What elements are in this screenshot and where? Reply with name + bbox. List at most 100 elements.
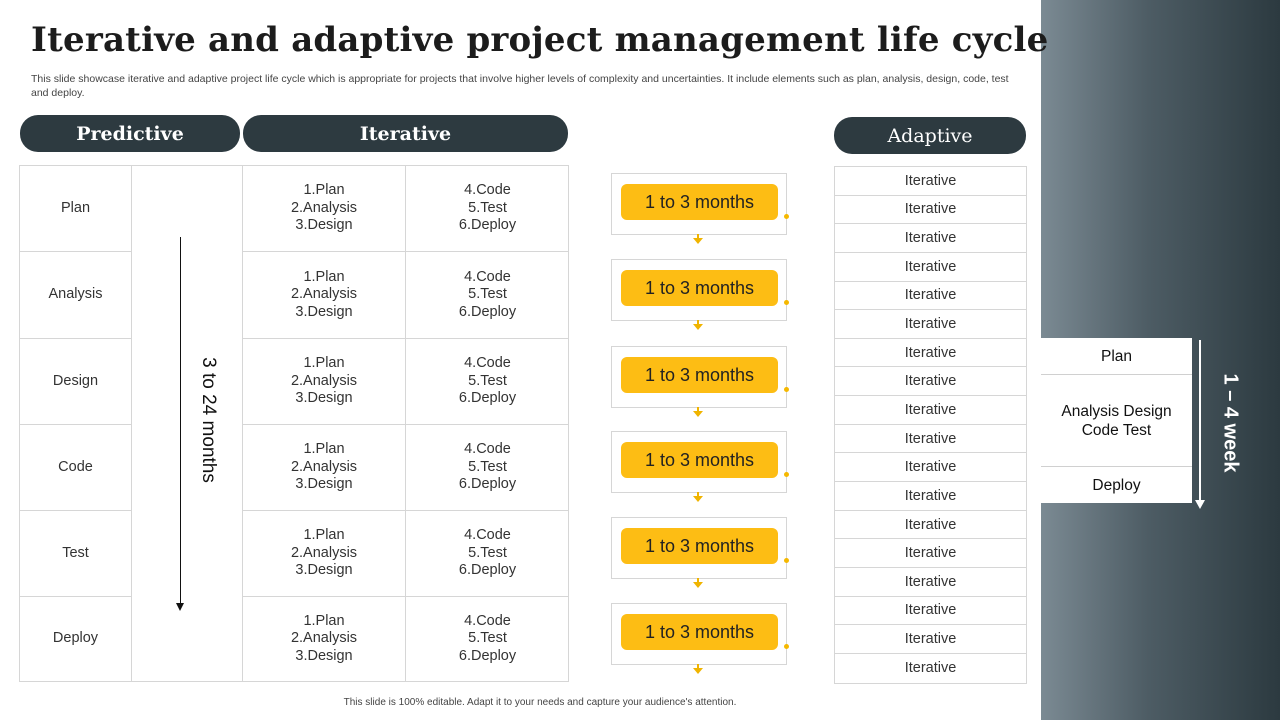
iteration-step: 5.Test bbox=[468, 630, 507, 647]
iteration-steps-a: 1.Plan 2.Analysis 3.Design bbox=[243, 339, 406, 425]
iteration-step: 5.Test bbox=[468, 286, 507, 303]
adaptive-duration-label: 1 – 4 week bbox=[1219, 373, 1242, 473]
phase-cell: Design bbox=[20, 339, 132, 425]
iteration-steps-b: 4.Code 5.Test 6.Deploy bbox=[406, 597, 569, 681]
iteration-steps-a: 1.Plan 2.Analysis 3.Design bbox=[243, 425, 406, 511]
timebox-label: 1 to 3 months bbox=[621, 442, 778, 478]
down-arrow-icon bbox=[692, 664, 704, 676]
down-arrow-icon bbox=[692, 234, 704, 246]
iteration-step: 6.Deploy bbox=[458, 390, 517, 407]
timebox-dot bbox=[784, 300, 789, 305]
iteration-steps-a: 1.Plan 2.Analysis 3.Design bbox=[243, 252, 406, 339]
predictive-iterative-table: Plan 1.Plan 2.Analysis 3.Design 4.Code 5.Test… bbox=[19, 165, 569, 682]
iteration-step: 3.Design bbox=[295, 476, 353, 493]
timebox-dot bbox=[784, 472, 789, 477]
timebox-label: 1 to 3 months bbox=[621, 357, 778, 393]
iteration-step: 4.Code bbox=[464, 182, 511, 199]
iteration-steps-b: 4.Code 5.Test 6.Deploy bbox=[406, 166, 569, 252]
adaptive-iteration-row: Iterative bbox=[835, 367, 1026, 397]
iteration-step: 4.Code bbox=[464, 612, 511, 629]
duration-column bbox=[132, 166, 243, 681]
adaptive-cycle-step: Plan bbox=[1041, 338, 1192, 375]
iteration-steps-a: 1.Plan 2.Analysis 3.Design bbox=[243, 166, 406, 252]
iteration-step: 3.Design bbox=[295, 217, 353, 234]
iteration-step: 2.Analysis bbox=[290, 286, 358, 303]
iteration-step: 1.Plan bbox=[303, 527, 345, 544]
adaptive-iteration-row: Iterative bbox=[835, 539, 1026, 568]
page-subtitle: This slide showcase iterative and adapti… bbox=[31, 73, 1009, 99]
iteration-step: 2.Analysis bbox=[290, 458, 358, 475]
adaptive-iteration-row: Iterative bbox=[835, 425, 1026, 454]
iteration-step: 3.Design bbox=[295, 303, 353, 320]
iteration-steps-a: 1.Plan 2.Analysis 3.Design bbox=[243, 511, 406, 597]
iteration-step: 6.Deploy bbox=[458, 647, 517, 664]
adaptive-iteration-row: Iterative bbox=[835, 282, 1026, 311]
timebox-label: 1 to 3 months bbox=[621, 528, 778, 564]
iteration-step: 2.Analysis bbox=[290, 544, 358, 561]
adaptive-iteration-row: Iterative bbox=[835, 167, 1026, 196]
adaptive-cycle-step: Analysis Design Code Test bbox=[1041, 375, 1192, 467]
timebox-dot bbox=[784, 644, 789, 649]
adaptive-iteration-row: Iterative bbox=[835, 224, 1026, 253]
iteration-step: 5.Test bbox=[468, 372, 507, 389]
adaptive-iteration-row: Iterative bbox=[835, 339, 1026, 368]
timebox-label: 1 to 3 months bbox=[621, 270, 778, 306]
timebox: 1 to 3 months bbox=[611, 517, 789, 579]
adaptive-iteration-row: Iterative bbox=[835, 310, 1026, 339]
timebox-dot bbox=[784, 214, 789, 219]
iteration-step: 2.Analysis bbox=[290, 199, 358, 216]
adaptive-iteration-row: Iterative bbox=[835, 396, 1026, 425]
phase-cell: Deploy bbox=[20, 597, 132, 681]
iteration-steps-a: 1.Plan 2.Analysis 3.Design bbox=[243, 597, 406, 681]
iteration-steps-b: 4.Code 5.Test 6.Deploy bbox=[406, 252, 569, 339]
timebox-dot bbox=[784, 558, 789, 563]
iteration-step: 5.Test bbox=[468, 458, 507, 475]
adaptive-iteration-row: Iterative bbox=[835, 253, 1026, 282]
iteration-step: 3.Design bbox=[295, 562, 353, 579]
iteration-step: 1.Plan bbox=[303, 355, 345, 372]
timebox-dot bbox=[784, 387, 789, 392]
week-arrow-head bbox=[1195, 500, 1205, 509]
adaptive-iteration-row: Iterative bbox=[835, 482, 1026, 511]
phase-cell: Plan bbox=[20, 166, 132, 252]
adaptive-cycle-box: Plan Analysis Design Code Test Deploy bbox=[1041, 338, 1192, 503]
adaptive-iteration-row: Iterative bbox=[835, 511, 1026, 540]
adaptive-iteration-row: Iterative bbox=[835, 196, 1026, 225]
adaptive-iteration-row: Iterative bbox=[835, 597, 1026, 626]
page-title: Iterative and adaptive project managemen… bbox=[31, 20, 1049, 60]
iteration-step: 5.Test bbox=[468, 199, 507, 216]
adaptive-iteration-row: Iterative bbox=[904, 660, 957, 677]
adaptive-iteration-row: Iterative bbox=[835, 625, 1026, 654]
iteration-step: 1.Plan bbox=[303, 182, 345, 199]
down-arrow-icon bbox=[692, 320, 704, 332]
iteration-step: 3.Design bbox=[295, 647, 353, 664]
iteration-step: 6.Deploy bbox=[458, 476, 517, 493]
iteration-step: 4.Code bbox=[464, 268, 511, 285]
timebox-label: 1 to 3 months bbox=[621, 184, 778, 220]
iteration-step: 4.Code bbox=[464, 527, 511, 544]
phase-cell: Code bbox=[20, 425, 132, 511]
iteration-step: 1.Plan bbox=[303, 441, 345, 458]
timebox: 1 to 3 months bbox=[611, 603, 789, 665]
phase-cell: Test bbox=[20, 511, 132, 597]
down-arrow-icon bbox=[692, 492, 704, 504]
iteration-step: 6.Deploy bbox=[458, 217, 517, 234]
iteration-steps-b: 4.Code 5.Test 6.Deploy bbox=[406, 339, 569, 425]
phase-cell: Analysis bbox=[20, 252, 132, 339]
iteration-step: 4.Code bbox=[464, 355, 511, 372]
adaptive-iteration-row: Iterative bbox=[835, 453, 1026, 483]
predictive-duration-label: 3 to 24 months bbox=[198, 357, 219, 483]
adaptive-iterations-list: Iterative Iterative Iterative Iterative Iter… bbox=[834, 166, 1027, 684]
duration-arrow-line bbox=[180, 237, 181, 605]
adaptive-header: Adaptive bbox=[834, 117, 1026, 154]
iteration-step: 6.Deploy bbox=[458, 303, 517, 320]
adaptive-cycle-step: Deploy bbox=[1092, 476, 1141, 494]
footer-note: This slide is 100% editable. Adapt it to… bbox=[343, 697, 737, 708]
down-arrow-icon bbox=[692, 407, 704, 419]
iteration-step: 1.Plan bbox=[303, 612, 345, 629]
iteration-step: 5.Test bbox=[468, 544, 507, 561]
iteration-steps-b: 4.Code 5.Test 6.Deploy bbox=[406, 425, 569, 511]
adaptive-iteration-row: Iterative bbox=[835, 568, 1026, 597]
timebox: 1 to 3 months bbox=[611, 259, 789, 321]
timebox: 1 to 3 months bbox=[611, 173, 789, 235]
